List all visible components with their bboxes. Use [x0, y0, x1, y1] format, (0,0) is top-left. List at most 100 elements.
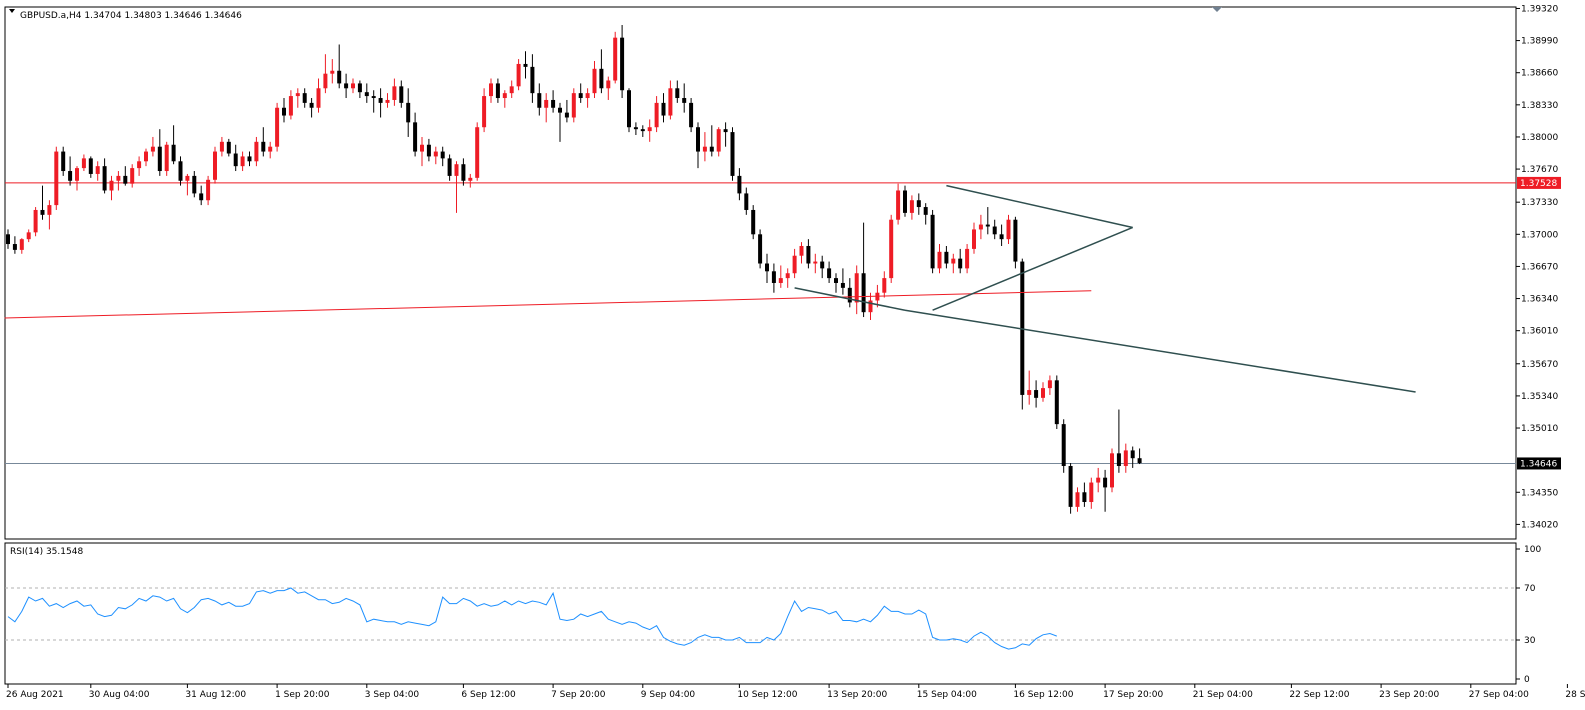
candle: [109, 175, 114, 201]
candle: [357, 80, 362, 99]
candle: [240, 151, 245, 172]
price-tick-label: 1.36010: [1521, 327, 1558, 337]
candle: [95, 161, 100, 181]
shift-marker-icon: [1212, 7, 1222, 12]
candle: [530, 54, 535, 103]
candle: [171, 125, 176, 165]
candle: [916, 193, 921, 215]
price-tick-label: 1.34350: [1521, 488, 1558, 498]
candle: [1096, 467, 1101, 493]
time-tick-label: 15 Sep 04:00: [917, 690, 977, 700]
horizontal-lines-layer: 1.37528 1.34646: [5, 176, 1561, 470]
candle: [613, 31, 618, 84]
dropdown-triangle-icon[interactable]: [9, 9, 15, 13]
time-tick-label: 26 Aug 2021: [6, 690, 64, 700]
candle: [102, 158, 107, 194]
candle: [999, 224, 1004, 246]
candle: [516, 59, 521, 91]
candle: [495, 78, 500, 103]
candle: [633, 122, 638, 136]
candle: [599, 49, 604, 94]
time-tick-label: 28 Sep 12:00: [1565, 690, 1585, 700]
triangle-upper-side[interactable]: [946, 184, 1133, 229]
candle: [130, 164, 135, 188]
candle: [1020, 258, 1025, 410]
candle: [1089, 477, 1094, 509]
candle: [1137, 448, 1142, 465]
rsi-line: [7, 587, 1057, 650]
current-price-label: 1.34646: [1520, 459, 1557, 469]
rsi-tick-label: 70: [1524, 584, 1536, 594]
candle: [364, 83, 369, 103]
candle: [537, 83, 542, 116]
price-grid-layer: [4, 6, 1517, 685]
candle: [1041, 382, 1045, 402]
candle: [806, 239, 811, 269]
candle: [351, 78, 355, 94]
candle: [330, 59, 335, 84]
candle: [696, 122, 700, 169]
candle: [392, 78, 397, 106]
time-tick-label: 22 Sep 12:00: [1289, 690, 1349, 700]
candle: [903, 185, 907, 217]
rising-red-trendline[interactable]: [4, 290, 1092, 319]
candle: [116, 171, 121, 191]
price-tick-label: 1.35670: [1521, 360, 1558, 370]
candle: [199, 185, 204, 206]
candle: [985, 207, 990, 235]
candle: [785, 268, 790, 288]
candle: [702, 132, 707, 162]
lower-channel-right[interactable]: [904, 309, 1416, 393]
candle: [206, 175, 211, 206]
candle: [827, 261, 832, 283]
candle: [1068, 463, 1073, 514]
candle: [792, 248, 797, 279]
price-tick-label: 1.38660: [1521, 69, 1558, 79]
time-tick-label: 9 Sep 04:00: [641, 690, 696, 700]
candle: [233, 144, 238, 172]
time-tick-label: 1 Sep 20:00: [275, 690, 330, 700]
candle: [164, 141, 169, 176]
candle: [965, 244, 970, 274]
candle: [385, 93, 390, 108]
candle: [647, 119, 652, 142]
candle: [440, 146, 445, 167]
candle: [778, 265, 783, 288]
candle: [26, 229, 31, 243]
triangle-lower-side[interactable]: [932, 226, 1133, 311]
candle: [1027, 370, 1032, 405]
time-tick-label: 31 Aug 12:00: [185, 690, 246, 700]
candle: [675, 80, 680, 103]
price-tick-label: 1.38330: [1521, 101, 1558, 111]
candle: [1082, 482, 1087, 507]
candle: [627, 88, 631, 133]
candle: [6, 229, 10, 249]
candle: [47, 200, 52, 230]
candle: [1116, 409, 1121, 473]
candle: [213, 146, 217, 184]
candle: [592, 61, 597, 99]
candle: [1103, 469, 1108, 512]
candle: [564, 99, 569, 123]
candle: [420, 136, 424, 167]
candle: [137, 156, 142, 176]
candle: [620, 25, 625, 99]
candle: [1006, 214, 1011, 245]
candle: [578, 83, 583, 103]
lower-channel-left[interactable]: [794, 287, 906, 311]
candle: [765, 253, 769, 283]
main-panel-frame: [4, 6, 1517, 540]
candle: [454, 161, 459, 213]
candle: [668, 80, 673, 120]
time-tick-label: 21 Sep 04:00: [1193, 690, 1253, 700]
candle: [730, 127, 735, 181]
candle: [820, 255, 825, 279]
candle: [958, 248, 963, 274]
candle: [61, 146, 66, 176]
candle: [185, 173, 190, 196]
time-tick-label: 10 Sep 12:00: [737, 690, 797, 700]
rsi-tick-label: 30: [1524, 636, 1536, 646]
candle: [1110, 448, 1114, 493]
candle: [944, 245, 949, 269]
